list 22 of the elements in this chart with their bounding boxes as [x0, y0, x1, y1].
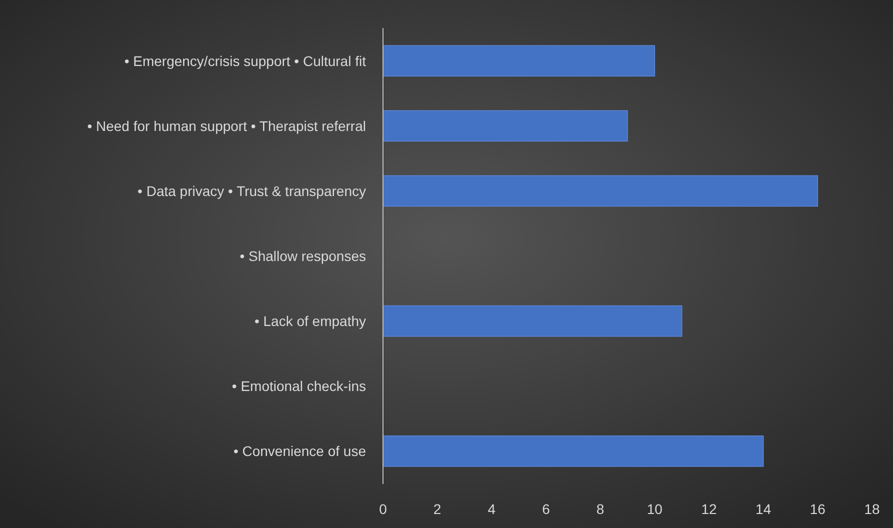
bar [382, 110, 628, 142]
y-tick-label: • Need for human support • Therapist referral [87, 118, 366, 134]
bar [382, 175, 818, 207]
x-tick-label: 18 [864, 501, 880, 517]
x-tick-label: 0 [379, 501, 388, 517]
x-tick-label: 4 [488, 501, 496, 517]
bar [382, 435, 764, 467]
y-tick-label: • Lack of empathy [254, 312, 366, 329]
x-tick-label: 8 [596, 501, 604, 517]
x-tick-label: 10 [646, 501, 663, 517]
y-tick-label: • Emergency/crisis support • Cultural fit [124, 52, 366, 69]
x-tick-label: 16 [810, 501, 826, 517]
bar [382, 305, 682, 337]
x-tick-label: 6 [542, 501, 550, 517]
y-tick-label: • Data privacy • Trust & transparency [138, 182, 366, 199]
y-tick-label: • Shallow responses [240, 248, 366, 264]
x-tick-label: 14 [756, 501, 772, 517]
y-tick-label: • Convenience of use [233, 443, 366, 460]
x-tick-label: 2 [433, 501, 442, 517]
bar [382, 45, 656, 77]
y-tick-label: • Emotional check-ins [232, 378, 366, 394]
x-tick-label: 12 [701, 501, 717, 517]
